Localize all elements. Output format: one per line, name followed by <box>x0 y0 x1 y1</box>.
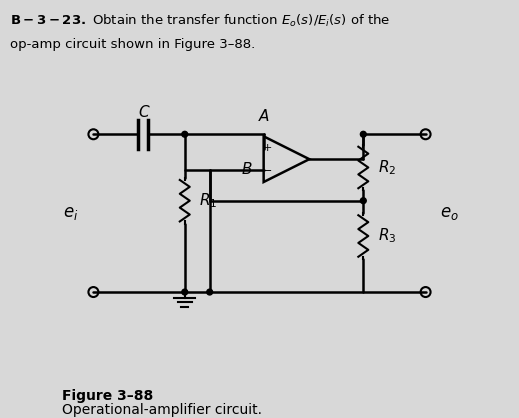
Text: $R_3$: $R_3$ <box>378 227 397 245</box>
Text: $-$: $-$ <box>262 164 272 174</box>
Text: $e_i$: $e_i$ <box>63 204 79 222</box>
Text: $e_o$: $e_o$ <box>440 204 459 222</box>
Text: Operational-amplifier circuit.: Operational-amplifier circuit. <box>62 403 262 417</box>
Circle shape <box>182 131 188 137</box>
Text: $R_2$: $R_2$ <box>378 158 396 177</box>
Text: B: B <box>242 162 252 177</box>
Text: Figure 3–88: Figure 3–88 <box>62 389 154 403</box>
Text: op-amp circuit shown in Figure 3–88.: op-amp circuit shown in Figure 3–88. <box>10 38 256 51</box>
Text: $R_1$: $R_1$ <box>199 191 217 210</box>
Circle shape <box>207 289 213 295</box>
Text: C: C <box>138 105 148 120</box>
Circle shape <box>360 198 366 204</box>
Text: A: A <box>258 109 269 124</box>
Circle shape <box>360 131 366 137</box>
Text: +: + <box>262 143 271 153</box>
Circle shape <box>182 289 188 295</box>
Text: $\mathbf{B-3-23.}$ Obtain the transfer function $E_o(s)/E_i(s)$ of the: $\mathbf{B-3-23.}$ Obtain the transfer f… <box>10 13 391 29</box>
